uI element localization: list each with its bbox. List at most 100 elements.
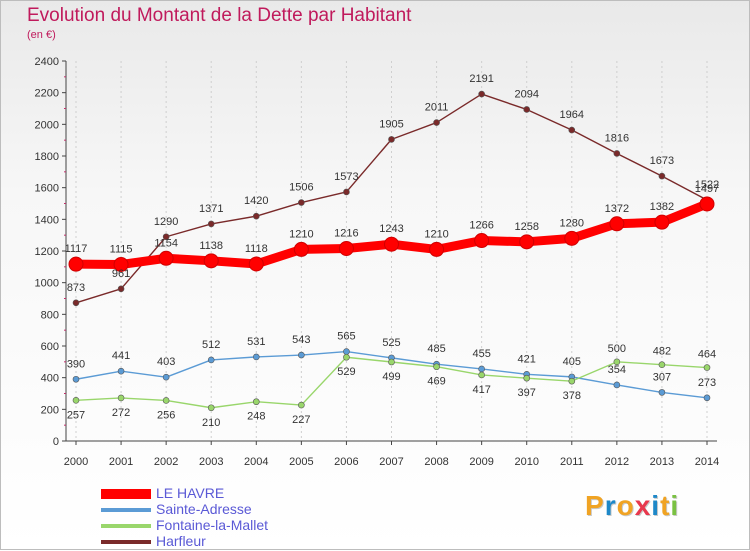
legend-label: LE HAVRE [156, 485, 225, 501]
legend-item: Harfleur [101, 533, 361, 549]
data-label: 500 [608, 343, 626, 355]
data-label: 1258 [514, 221, 538, 233]
data-point [207, 356, 215, 364]
data-point [564, 230, 580, 246]
data-point [474, 233, 490, 249]
data-point [523, 374, 531, 382]
data-point [252, 212, 260, 220]
data-label: 417 [472, 384, 490, 396]
y-tick-label: 1200 [35, 246, 59, 258]
x-tick-label: 2006 [334, 456, 358, 468]
data-point [613, 358, 621, 366]
data-label: 1117 [65, 243, 88, 255]
data-label: 1115 [110, 243, 133, 255]
data-point [658, 172, 666, 180]
data-label: 543 [292, 334, 310, 346]
data-label: 1522 [695, 179, 719, 191]
data-point [519, 234, 535, 250]
data-label: 512 [202, 339, 220, 351]
data-label: 2011 [425, 102, 449, 114]
proxiti-logo: Proxiti [585, 490, 735, 530]
legend-swatch [101, 524, 151, 528]
data-label: 1372 [605, 203, 629, 215]
data-label: 403 [157, 356, 175, 368]
data-point [207, 404, 215, 412]
data-point [478, 365, 485, 373]
data-point [72, 299, 80, 307]
data-label: 2094 [514, 88, 538, 100]
data-point [252, 353, 260, 361]
data-point [658, 361, 666, 368]
y-tick-label: 1600 [35, 183, 59, 195]
data-point [613, 150, 621, 157]
y-tick-label: 200 [41, 404, 59, 416]
y-tick-label: 400 [41, 373, 59, 385]
data-label: 307 [653, 371, 671, 383]
data-point [72, 375, 80, 383]
data-label: 248 [247, 411, 265, 423]
data-point [568, 126, 576, 134]
data-point [703, 364, 711, 371]
logo-letter: i [651, 490, 661, 521]
data-point [252, 398, 260, 406]
data-point [162, 233, 170, 241]
y-tick-label: 2000 [35, 119, 59, 131]
y-tick-label: 600 [41, 341, 59, 353]
data-point [117, 394, 125, 402]
legend-item: Sainte-Adresse [101, 501, 361, 517]
logo-letter: P [585, 490, 605, 521]
data-label: 1138 [199, 240, 223, 252]
legend-item: Fontaine-la-Mallet [101, 517, 361, 533]
data-label: 1506 [289, 182, 313, 194]
data-point [162, 373, 170, 381]
data-label: 354 [608, 364, 626, 376]
data-label: 272 [112, 407, 130, 419]
legend-item: LE HAVRE [101, 485, 361, 501]
legend-label: Sainte-Adresse [156, 501, 252, 517]
x-tick-label: 2014 [695, 456, 719, 468]
data-label: 441 [112, 350, 130, 362]
data-label: 499 [382, 371, 400, 383]
y-tick-label: 0 [53, 436, 59, 448]
data-label: 1497 [695, 183, 719, 195]
data-label: 421 [518, 353, 536, 365]
data-point [613, 381, 621, 389]
data-label: 1118 [245, 243, 268, 255]
logo-letter: o [616, 490, 635, 521]
x-tick-label: 2009 [469, 456, 493, 468]
y-tick-label: 800 [41, 309, 59, 321]
data-point [162, 397, 170, 404]
data-label: 1964 [560, 109, 584, 121]
legend-label: Fontaine-la-Mallet [156, 517, 269, 533]
data-label: 525 [382, 337, 400, 349]
data-label: 378 [563, 390, 581, 402]
data-label: 469 [427, 376, 445, 388]
data-label: 405 [563, 356, 581, 368]
data-point [203, 253, 219, 269]
data-point [298, 351, 305, 359]
data-label: 1673 [650, 155, 674, 167]
data-label: 529 [337, 366, 355, 378]
data-label: 1154 [154, 237, 178, 249]
data-point [433, 363, 440, 371]
data-label: 1210 [289, 228, 313, 240]
data-label: 873 [67, 282, 85, 294]
x-tick-label: 2004 [244, 456, 268, 468]
data-point [703, 394, 711, 402]
data-point [338, 240, 354, 256]
data-label: 565 [337, 331, 355, 343]
data-point [117, 367, 125, 375]
data-label: 1290 [154, 216, 178, 228]
x-tick-label: 2012 [605, 456, 629, 468]
y-tick-label: 1800 [35, 151, 59, 163]
legend-swatch [101, 508, 151, 512]
data-label: 961 [112, 268, 130, 280]
data-point [72, 397, 80, 404]
data-label: 1371 [199, 203, 223, 215]
data-label: 482 [653, 346, 671, 358]
data-label: 531 [247, 336, 265, 348]
data-label: 2191 [469, 73, 493, 85]
data-point [609, 216, 625, 232]
data-label: 1210 [424, 228, 448, 240]
